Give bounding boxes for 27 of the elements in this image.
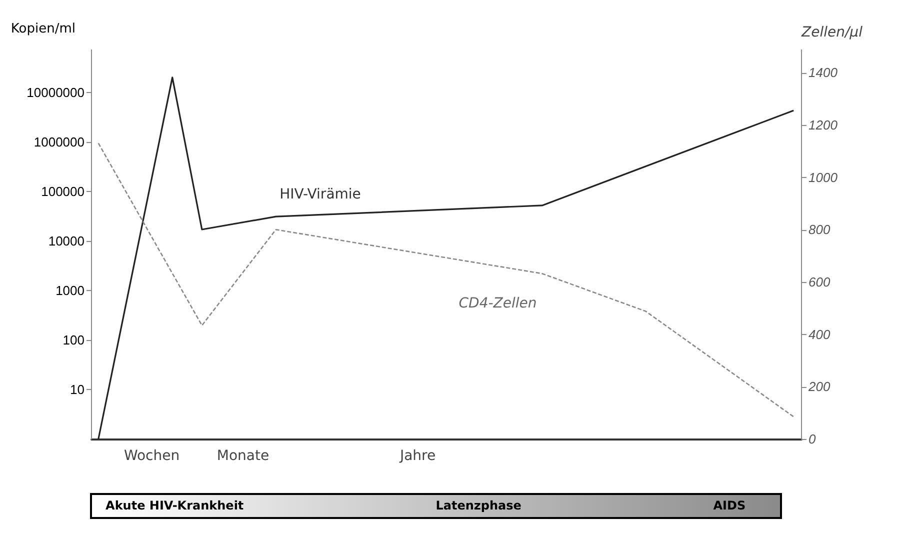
text: Latenzphase xyxy=(436,498,522,512)
y2-tick-label: 1400 xyxy=(808,65,838,80)
y2-axis-title: Zellen/µl xyxy=(800,24,863,40)
y-tick-label: 10000000 xyxy=(26,84,84,100)
y2-tick-label: 400 xyxy=(808,326,831,342)
y-tick-label: 1000000 xyxy=(34,134,84,150)
text: Akute HIV-Krankheit xyxy=(106,498,244,512)
text: Wochen xyxy=(124,448,180,464)
text: Monate xyxy=(216,448,270,464)
text: AIDS xyxy=(713,498,746,512)
y2-tick-label: 0 xyxy=(808,432,816,446)
y2-tick-label: 200 xyxy=(808,379,831,394)
y-tick-label: 1000 xyxy=(56,282,84,298)
y2-tick-label: 800 xyxy=(808,222,831,238)
line-series xyxy=(98,76,794,440)
series-label: CD4-Zellen xyxy=(458,296,537,312)
y2-tick-label: 600 xyxy=(808,274,831,290)
y-tick-label: 100000 xyxy=(41,184,84,199)
y-axis-title: Kopien/ml xyxy=(10,22,76,36)
text: Jahre xyxy=(398,448,436,464)
y-tick-label: 10 xyxy=(70,382,84,397)
line-series xyxy=(98,142,794,418)
y-tick-label: 10000 xyxy=(48,233,84,248)
y2-tick-label: 1200 xyxy=(808,117,838,132)
y-tick-label: 100 xyxy=(62,332,84,348)
series-label: HIV-Virämie xyxy=(280,186,361,203)
y2-tick-label: 1000 xyxy=(808,170,838,185)
